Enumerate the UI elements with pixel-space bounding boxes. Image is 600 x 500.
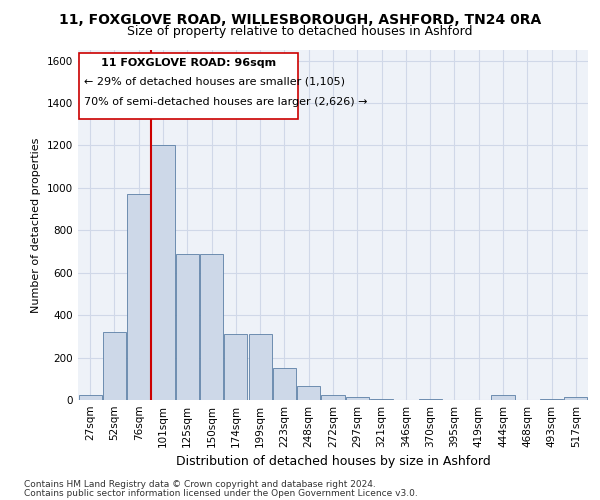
Bar: [151, 146, 175, 400]
Bar: [176, 254, 199, 400]
Text: 70% of semi-detached houses are larger (2,626) →: 70% of semi-detached houses are larger (…: [84, 96, 368, 106]
Text: Size of property relative to detached houses in Ashford: Size of property relative to detached ho…: [127, 25, 473, 38]
Bar: [127, 194, 150, 400]
Bar: [297, 386, 320, 400]
Bar: [491, 394, 515, 400]
Text: 11 FOXGLOVE ROAD: 96sqm: 11 FOXGLOVE ROAD: 96sqm: [101, 58, 276, 68]
Bar: [565, 397, 587, 400]
Bar: [200, 254, 223, 400]
Bar: [346, 397, 369, 400]
Bar: [224, 334, 247, 400]
Y-axis label: Number of detached properties: Number of detached properties: [31, 138, 41, 312]
Bar: [370, 399, 393, 400]
Text: Contains public sector information licensed under the Open Government Licence v3: Contains public sector information licen…: [24, 488, 418, 498]
Bar: [248, 334, 272, 400]
Bar: [273, 368, 296, 400]
Bar: [322, 394, 344, 400]
FancyBboxPatch shape: [79, 53, 298, 119]
Bar: [419, 399, 442, 400]
Bar: [540, 399, 563, 400]
Bar: [79, 394, 101, 400]
Text: ← 29% of detached houses are smaller (1,105): ← 29% of detached houses are smaller (1,…: [84, 76, 345, 86]
X-axis label: Distribution of detached houses by size in Ashford: Distribution of detached houses by size …: [176, 456, 490, 468]
Bar: [103, 332, 126, 400]
Text: 11, FOXGLOVE ROAD, WILLESBOROUGH, ASHFORD, TN24 0RA: 11, FOXGLOVE ROAD, WILLESBOROUGH, ASHFOR…: [59, 12, 541, 26]
Text: Contains HM Land Registry data © Crown copyright and database right 2024.: Contains HM Land Registry data © Crown c…: [24, 480, 376, 489]
